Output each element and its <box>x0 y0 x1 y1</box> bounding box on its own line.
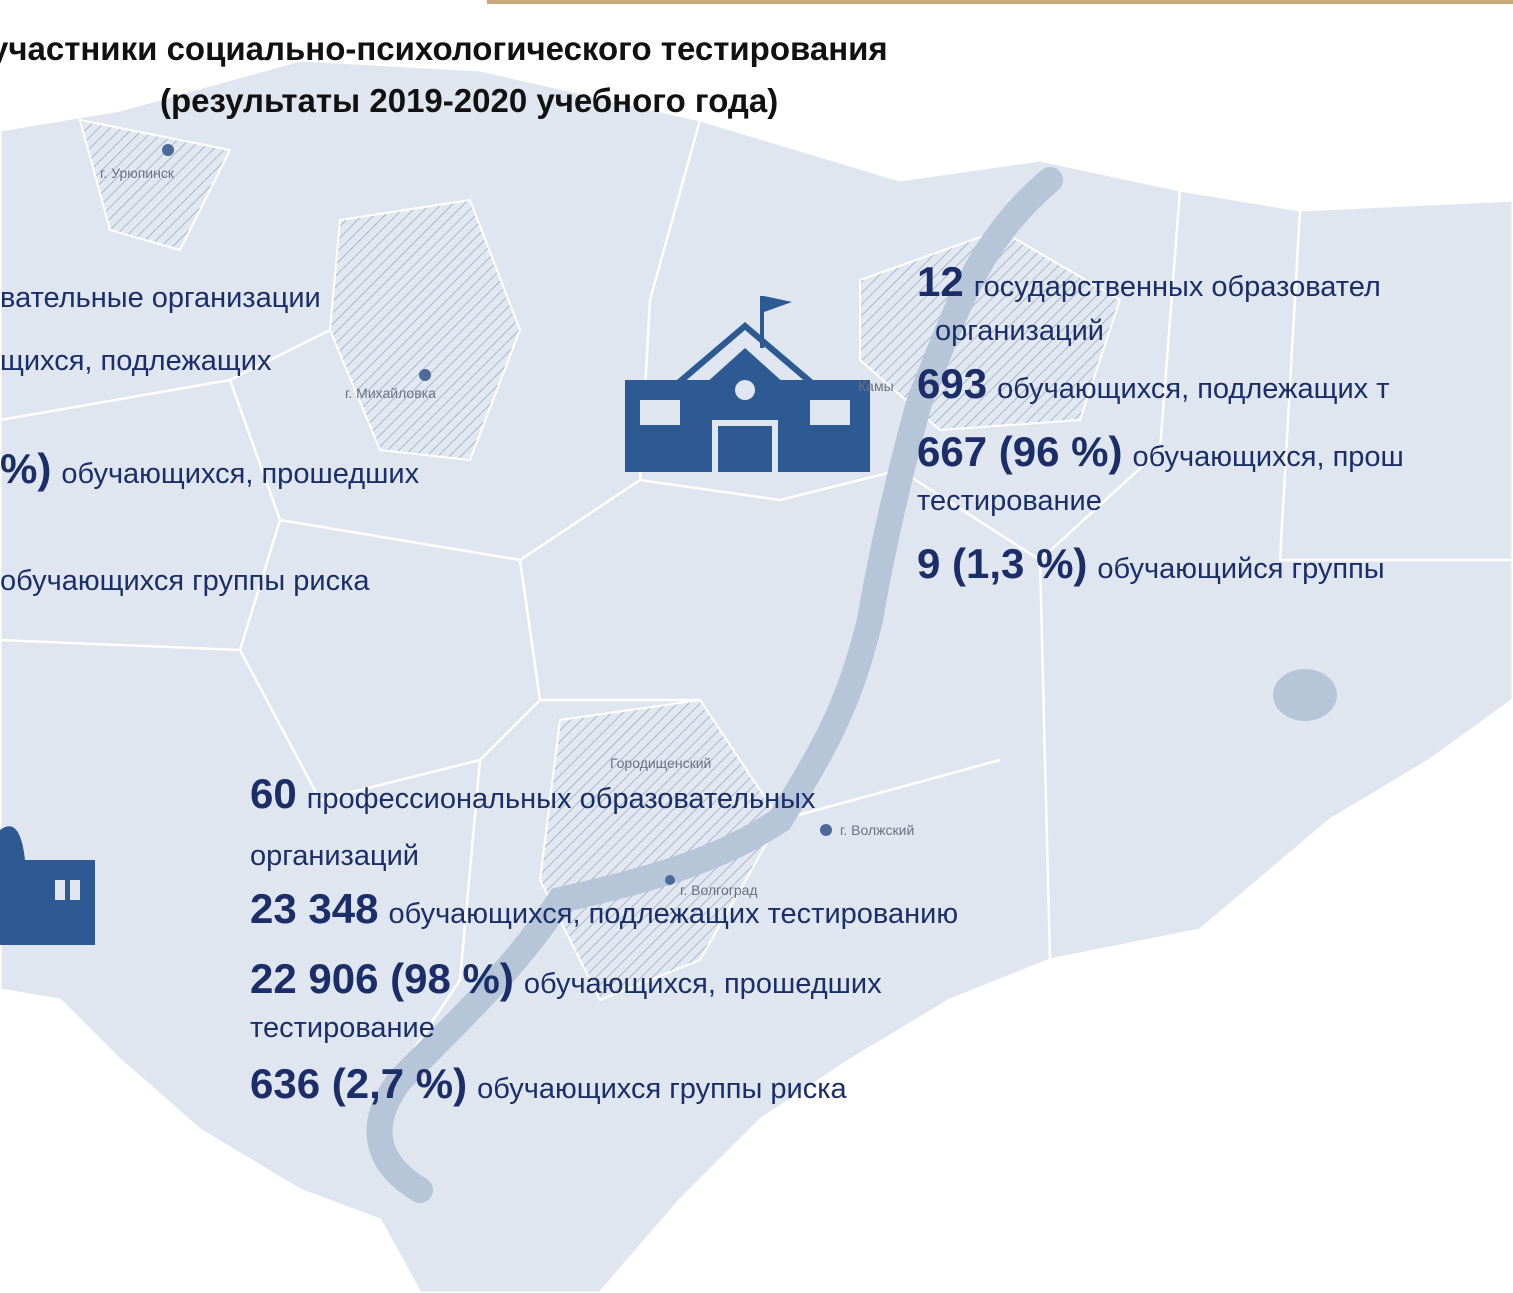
caption: тестирование <box>250 1012 435 1044</box>
figure: 60 <box>250 770 297 817</box>
title: участники социально-психологического тес… <box>0 30 888 67</box>
river <box>366 167 1063 1203</box>
caption: щихся, подлежащих <box>0 345 272 377</box>
caption: вательные организации <box>0 282 321 314</box>
figure: 23 348 <box>250 885 379 932</box>
info-line: 636 (2,7 %) обучающихся группы риска <box>250 1060 847 1108</box>
caption: обучающихся, подлежащих т <box>997 373 1390 405</box>
city-dots <box>162 144 832 885</box>
info-line: обучающихся группы риска <box>0 565 370 598</box>
info-line: 693 обучающихся, подлежащих т <box>917 360 1389 408</box>
info-line: тестирование <box>250 1012 435 1045</box>
info-line: 60 профессиональных образовательных <box>250 770 815 818</box>
subtitle: (результаты 2019-2020 учебного года) <box>160 82 779 119</box>
map-label: Городищенский <box>610 755 712 771</box>
info-line: организаций <box>935 315 1104 348</box>
caption: организаций <box>250 840 419 872</box>
map-label: г. Волжский <box>840 822 915 838</box>
caption: обучающихся, подлежащих тестированию <box>388 898 959 930</box>
info-line: 12 государственных образовател <box>917 258 1381 306</box>
caption: обучающихся, прошедших <box>61 458 420 490</box>
map-label: г. Урюпинск <box>100 165 174 181</box>
info-line: 22 906 (98 %) обучающихся, прошедших <box>250 955 882 1003</box>
caption: организаций <box>935 315 1104 347</box>
figure: %) <box>0 445 52 492</box>
district <box>78 118 232 252</box>
info-line: тестирование <box>917 485 1102 518</box>
info-line: 9 (1,3 %) обучающийся группы <box>917 540 1385 588</box>
caption: обучающийся группы <box>1097 553 1385 585</box>
lake <box>1273 669 1337 721</box>
caption: профессиональных образовательных <box>306 783 816 815</box>
school-icon <box>625 296 870 472</box>
caption: государственных образовател <box>973 271 1381 303</box>
borders <box>0 119 1513 1101</box>
info-line: 23 348 обучающихся, подлежащих тестирован… <box>250 885 958 933</box>
caption: обучающихся, прош <box>1132 441 1404 473</box>
info-line: вательные организации <box>0 282 321 315</box>
info-line: щихся, подлежащих <box>0 345 271 378</box>
figure: 693 <box>917 360 988 407</box>
info-line: 667 (96 %) обучающихся, прош <box>917 428 1404 476</box>
info-line: организаций <box>250 840 419 873</box>
map-label: г. Волгоград <box>680 882 758 898</box>
caption: обучающихся, прошедших <box>523 968 882 1000</box>
figure: 667 (96 %) <box>917 428 1123 475</box>
college-icon <box>0 826 95 945</box>
figure: 9 (1,3 %) <box>917 540 1088 587</box>
figure: 22 906 (98 %) <box>250 955 514 1002</box>
map-label: г. Михайловка <box>345 385 436 401</box>
figure: 636 (2,7 %) <box>250 1060 468 1107</box>
caption: тестирование <box>917 485 1102 517</box>
map-label: Камы <box>858 378 894 394</box>
figure: 12 <box>917 258 964 305</box>
caption: обучающихся группы риска <box>477 1073 847 1105</box>
info-line: %) обучающихся, прошедших <box>0 445 419 493</box>
caption: обучающихся группы риска <box>0 565 370 597</box>
